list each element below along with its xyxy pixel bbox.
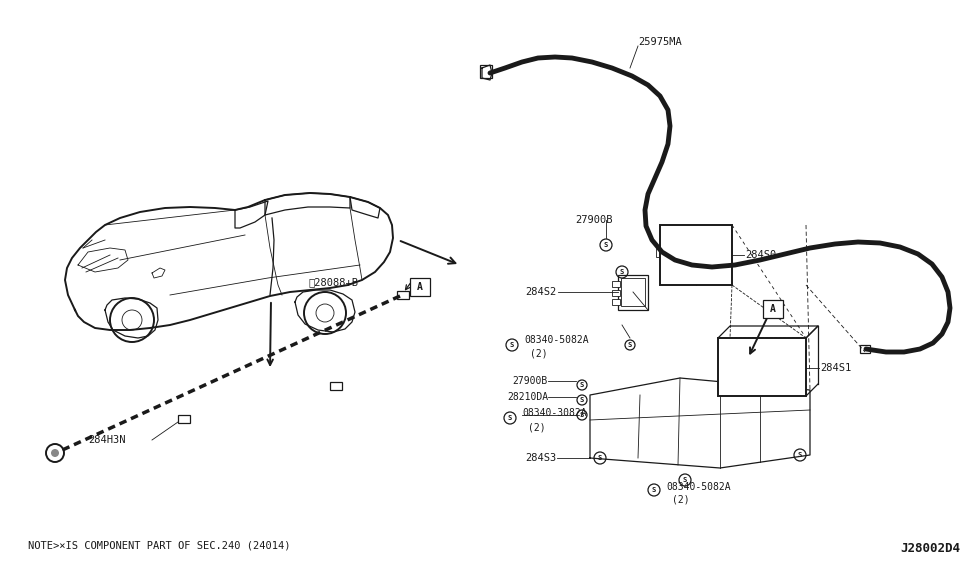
FancyBboxPatch shape xyxy=(612,281,620,287)
Text: S: S xyxy=(580,412,584,418)
FancyBboxPatch shape xyxy=(178,415,190,423)
Text: 284S0: 284S0 xyxy=(745,250,776,260)
Text: J28002D4: J28002D4 xyxy=(900,542,960,555)
Text: NOTE>×IS COMPONENT PART OF SEC.240 (24014): NOTE>×IS COMPONENT PART OF SEC.240 (2401… xyxy=(28,541,291,551)
Text: S: S xyxy=(652,487,656,493)
Text: S: S xyxy=(798,452,802,458)
Text: S: S xyxy=(580,382,584,388)
FancyBboxPatch shape xyxy=(621,278,645,306)
Text: S: S xyxy=(628,342,632,348)
Text: A: A xyxy=(417,282,423,292)
FancyBboxPatch shape xyxy=(660,225,732,285)
Text: S: S xyxy=(580,397,584,403)
Text: 284S1: 284S1 xyxy=(820,363,851,373)
FancyBboxPatch shape xyxy=(724,346,776,386)
Text: (2): (2) xyxy=(530,349,548,359)
Text: 08340-5082A: 08340-5082A xyxy=(524,335,589,345)
Text: 28210DA: 28210DA xyxy=(507,392,548,402)
FancyBboxPatch shape xyxy=(480,65,492,78)
Text: (2): (2) xyxy=(672,495,689,505)
Text: 27900B: 27900B xyxy=(513,376,548,386)
Text: S: S xyxy=(604,242,608,248)
FancyBboxPatch shape xyxy=(780,350,800,382)
FancyBboxPatch shape xyxy=(860,345,870,353)
FancyBboxPatch shape xyxy=(710,257,724,275)
Text: ※28088+B: ※28088+B xyxy=(308,277,358,287)
FancyBboxPatch shape xyxy=(718,338,806,396)
Text: (2): (2) xyxy=(528,422,546,432)
FancyBboxPatch shape xyxy=(330,382,342,390)
Text: S: S xyxy=(510,342,514,348)
Text: 284H3N: 284H3N xyxy=(88,435,126,445)
FancyBboxPatch shape xyxy=(397,291,409,299)
FancyBboxPatch shape xyxy=(710,233,724,251)
FancyBboxPatch shape xyxy=(656,245,662,257)
Text: S: S xyxy=(682,477,687,483)
Text: A: A xyxy=(770,304,776,314)
Text: 284S3: 284S3 xyxy=(525,453,556,463)
Text: 284S2: 284S2 xyxy=(526,287,557,297)
Text: 08340-5082A: 08340-5082A xyxy=(666,482,730,492)
Text: 25975MA: 25975MA xyxy=(638,37,682,47)
Text: 08340-3082A: 08340-3082A xyxy=(522,408,587,418)
FancyBboxPatch shape xyxy=(410,278,430,296)
Text: 27900B: 27900B xyxy=(575,215,612,225)
Text: S: S xyxy=(508,415,512,421)
Text: S: S xyxy=(620,269,624,275)
FancyBboxPatch shape xyxy=(612,290,620,296)
FancyBboxPatch shape xyxy=(763,300,783,318)
Circle shape xyxy=(51,449,59,457)
FancyBboxPatch shape xyxy=(618,275,648,310)
FancyBboxPatch shape xyxy=(612,299,620,305)
Text: S: S xyxy=(598,455,603,461)
